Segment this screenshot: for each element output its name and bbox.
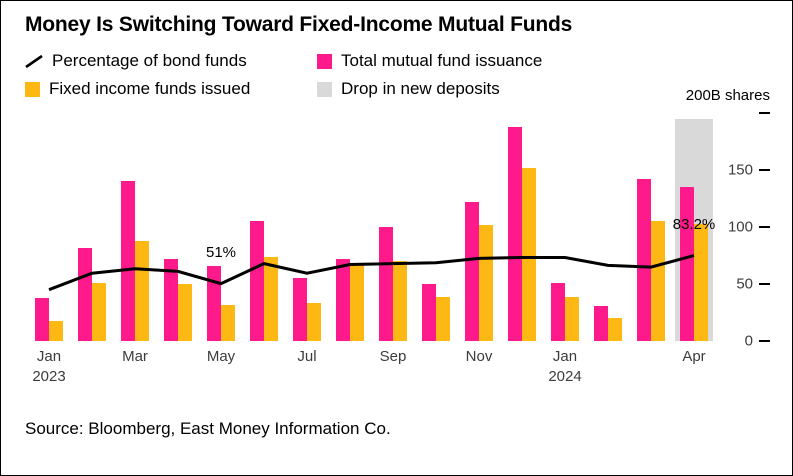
bar-fixed-income-funds-issued bbox=[436, 296, 450, 341]
pink-square-swatch-icon bbox=[317, 53, 332, 69]
yellow-square-swatch-icon bbox=[25, 81, 40, 97]
bar-total-mutual-fund-issuance bbox=[551, 282, 565, 341]
bar-fixed-income-funds-issued bbox=[264, 256, 278, 341]
bar-fixed-income-funds-issued bbox=[221, 304, 235, 341]
bar-total-mutual-fund-issuance bbox=[422, 284, 436, 341]
bar-fixed-income-funds-issued bbox=[178, 284, 192, 341]
bar-fixed-income-funds-issued bbox=[651, 221, 665, 341]
x-axis-labels: Jan 2023 Mar May Jul Sep Nov Jan 2024 Apr bbox=[25, 347, 770, 391]
bar-total-mutual-fund-issuance bbox=[35, 297, 49, 341]
x-axis-label: Mar bbox=[122, 348, 148, 365]
bar-total-mutual-fund-issuance bbox=[121, 181, 135, 341]
x-axis-label: Apr bbox=[682, 348, 706, 365]
bar-total-mutual-fund-issuance bbox=[293, 278, 307, 341]
bar-total-mutual-fund-issuance bbox=[508, 126, 522, 341]
bar-total-mutual-fund-issuance bbox=[465, 201, 479, 341]
y-axis-tick bbox=[759, 169, 770, 171]
bond-percentage-line bbox=[48, 254, 695, 292]
line-annotation: 51% bbox=[205, 243, 237, 261]
bar-total-mutual-fund-issuance bbox=[680, 187, 694, 341]
percentage-line-path bbox=[48, 254, 695, 292]
y-axis-tick-label: 0 bbox=[744, 332, 753, 350]
y-axis-unit-label: 200B shares bbox=[685, 87, 770, 104]
legend-item-bond-percentage: Percentage of bond funds bbox=[25, 51, 317, 71]
y-axis-tick bbox=[759, 112, 770, 115]
x-axis-label: Jan 2024 bbox=[548, 348, 582, 385]
legend-item-total-issuance: Total mutual fund issuance bbox=[317, 51, 542, 71]
bar-fixed-income-funds-issued bbox=[565, 296, 579, 341]
x-axis-label: Jan 2023 bbox=[32, 348, 66, 385]
gray-square-swatch-icon bbox=[317, 81, 332, 97]
bar-fixed-income-funds-issued bbox=[522, 167, 536, 341]
bar-total-mutual-fund-issuance bbox=[250, 221, 264, 341]
x-axis-label: Jul bbox=[297, 348, 317, 365]
bar-total-mutual-fund-issuance bbox=[336, 258, 350, 341]
x-axis-label: Nov bbox=[465, 348, 493, 365]
legend-label: Drop in new deposits bbox=[341, 79, 500, 98]
y-axis-tick-label: 150 bbox=[727, 161, 753, 179]
x-axis-label: Sep bbox=[379, 348, 407, 365]
y-axis-tick-label: 100 bbox=[727, 218, 753, 236]
bar-total-mutual-fund-issuance bbox=[379, 227, 393, 341]
bar-total-mutual-fund-issuance bbox=[594, 305, 608, 341]
bar-fixed-income-funds-issued bbox=[608, 318, 622, 341]
legend: Percentage of bond funds Total mutual fu… bbox=[25, 51, 542, 99]
legend-item-fixed-income: Fixed income funds issued bbox=[25, 79, 317, 99]
legend-label: Fixed income funds issued bbox=[49, 79, 251, 98]
legend-item-deposit-drop: Drop in new deposits bbox=[317, 79, 542, 99]
legend-label: Total mutual fund issuance bbox=[341, 51, 543, 70]
y-axis-tick bbox=[759, 283, 770, 285]
y-axis-tick bbox=[759, 226, 770, 228]
bar-total-mutual-fund-issuance bbox=[164, 258, 178, 341]
line-swatch-icon bbox=[25, 54, 43, 69]
bar-total-mutual-fund-issuance bbox=[78, 247, 92, 341]
bar-fixed-income-funds-issued bbox=[307, 303, 321, 341]
bar-total-mutual-fund-issuance bbox=[637, 179, 651, 341]
bar-fixed-income-funds-issued bbox=[49, 320, 63, 341]
y-axis-tick bbox=[759, 340, 770, 342]
bar-fixed-income-funds-issued bbox=[393, 261, 407, 341]
plot-area: 0 50 100 150 200B shares 51% 83.2% bbox=[25, 87, 770, 350]
bar-fixed-income-funds-issued bbox=[92, 282, 106, 341]
bar-fixed-income-funds-issued bbox=[350, 263, 364, 341]
source-note: Source: Bloomberg, East Money Informatio… bbox=[25, 419, 391, 438]
chart-title: Money Is Switching Toward Fixed-Income M… bbox=[25, 13, 573, 36]
bar-fixed-income-funds-issued bbox=[479, 224, 493, 341]
legend-label: Percentage of bond funds bbox=[52, 51, 247, 70]
x-axis-label: May bbox=[206, 348, 236, 365]
y-axis-tick-label: 50 bbox=[736, 275, 753, 293]
bar-total-mutual-fund-issuance bbox=[207, 265, 221, 341]
bar-fixed-income-funds-issued bbox=[694, 223, 708, 341]
line-annotation: 83.2% bbox=[672, 215, 716, 233]
bar-fixed-income-funds-issued bbox=[135, 240, 149, 341]
